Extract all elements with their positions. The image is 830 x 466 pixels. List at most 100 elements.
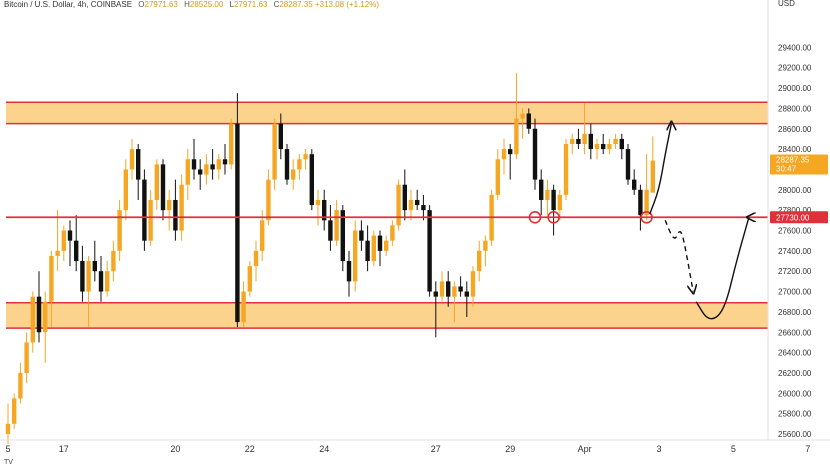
candle-body-102 — [638, 189, 643, 216]
candle-body-43 — [272, 123, 277, 180]
open-label: O — [138, 0, 145, 9]
candle-body-20 — [129, 149, 135, 170]
candle-body-82 — [514, 118, 519, 155]
zone-1 — [6, 302, 768, 329]
y-tick-26200: 26200.00 — [778, 369, 812, 378]
y-tick-29000: 29000.00 — [778, 84, 812, 93]
candle-body-5 — [36, 296, 42, 333]
support-tag-box — [770, 211, 828, 224]
candle-body-88 — [551, 189, 556, 211]
y-tick-27400: 27400.00 — [778, 247, 812, 256]
candle-body-85 — [532, 128, 538, 180]
tradingview-logo: TV — [4, 459, 13, 466]
candle-body-98 — [613, 138, 618, 145]
candle-body-52 — [328, 220, 333, 241]
candle-body-39 — [247, 266, 252, 292]
candle-body-16 — [105, 271, 110, 292]
candle-body-51 — [322, 199, 327, 221]
candle-body-3 — [24, 342, 29, 373]
candle-body-47 — [297, 159, 302, 170]
candle-body-75 — [470, 271, 476, 297]
candle-body-93 — [582, 133, 587, 145]
candle-body-92 — [576, 138, 581, 145]
y-tick-29400: 29400.00 — [778, 43, 812, 52]
candle-body-71 — [446, 281, 451, 297]
candle-body-4 — [30, 296, 35, 343]
currency-label: USD — [778, 0, 795, 8]
candle-body-101 — [632, 179, 637, 190]
y-tick-28400: 28400.00 — [778, 145, 812, 154]
candle-body-76 — [477, 250, 482, 272]
x-tick-7: Apr — [578, 444, 592, 454]
y-tick-28600: 28600.00 — [778, 125, 812, 134]
y-tick-26000: 26000.00 — [778, 389, 812, 398]
y-axis: 25600.00 25800.00 26000.00 26200.00 26400.00… — [767, 0, 828, 440]
levels — [6, 210, 768, 224]
candle-body-70 — [439, 281, 445, 297]
candle-body-10 — [67, 230, 73, 241]
candle-body-1 — [12, 398, 17, 424]
candle-body-66 — [415, 199, 420, 206]
candle-body-77 — [483, 240, 488, 251]
high-value: 28525.00 — [189, 0, 224, 9]
zones — [6, 101, 768, 329]
y-tick-28000: 28000.00 — [778, 186, 812, 195]
support-tag-value: 27730.00 — [776, 213, 810, 222]
candle-body-59 — [371, 235, 376, 262]
change-value: +313.08 (+1.12%) — [314, 0, 380, 9]
forecast-recovery-curve — [695, 217, 749, 320]
candle-body-65 — [408, 199, 414, 211]
candle-body-48 — [303, 154, 308, 160]
candle-body-9 — [61, 230, 66, 251]
touch-circle-2 — [640, 210, 653, 224]
candle-body-8 — [55, 250, 60, 256]
candle-body-80 — [501, 149, 507, 160]
x-tick-2: 20 — [170, 444, 180, 454]
candle-body-44 — [278, 123, 283, 150]
candle-body-55 — [346, 261, 352, 282]
candle-body-53 — [334, 210, 339, 241]
candle-body-56 — [353, 230, 358, 282]
x-tick-9: 5 — [731, 444, 736, 454]
candle-body-97 — [607, 144, 612, 150]
candle-body-95 — [594, 144, 600, 150]
chart-header: Bitcoin / U.S. Dollar, 4h, COINBASE O279… — [4, 0, 379, 10]
candle-body-6 — [43, 301, 48, 333]
candle-body-45 — [284, 149, 290, 180]
candle-body-61 — [384, 240, 389, 251]
x-tick-6: 29 — [505, 444, 515, 454]
low-value: 27971.63 — [233, 0, 268, 9]
candle-body-17 — [111, 250, 116, 272]
candle-body-81 — [508, 149, 513, 155]
symbol-title: Bitcoin / U.S. Dollar, 4h, COINBASE — [4, 0, 133, 9]
candle-body-63 — [396, 184, 401, 226]
open-value: 27971.63 — [144, 0, 178, 9]
candle-body-83 — [520, 113, 525, 119]
candle-body-34 — [216, 159, 221, 170]
candle-body-91 — [570, 138, 575, 145]
candle-body-60 — [377, 235, 383, 251]
y-tick-27800: 27800.00 — [778, 206, 812, 215]
price-tag-box — [770, 154, 828, 175]
y-tick-25800: 25800.00 — [778, 410, 812, 419]
y-tick-27000: 27000.00 — [778, 288, 812, 297]
candle-body-15 — [98, 271, 104, 292]
candle-body-67 — [421, 205, 426, 211]
candle-body-25 — [160, 164, 166, 211]
forecast — [649, 124, 749, 320]
candle-body-64 — [402, 184, 407, 211]
x-tick-8: 3 — [656, 444, 661, 454]
close-label: C — [273, 0, 280, 9]
x-tick-1: 17 — [59, 444, 69, 454]
candle-body-74 — [464, 291, 469, 297]
candle-body-27 — [173, 199, 178, 231]
candle-body-73 — [458, 286, 463, 292]
y-tick-28800: 28800.00 — [778, 104, 812, 113]
candle-body-35 — [222, 159, 228, 165]
y-tick-25600: 25600.00 — [778, 430, 812, 439]
price-tag-value: 28287.35 — [776, 156, 810, 165]
candle-body-62 — [390, 225, 395, 241]
candle-body-54 — [340, 210, 345, 262]
candle-body-31 — [198, 169, 203, 175]
